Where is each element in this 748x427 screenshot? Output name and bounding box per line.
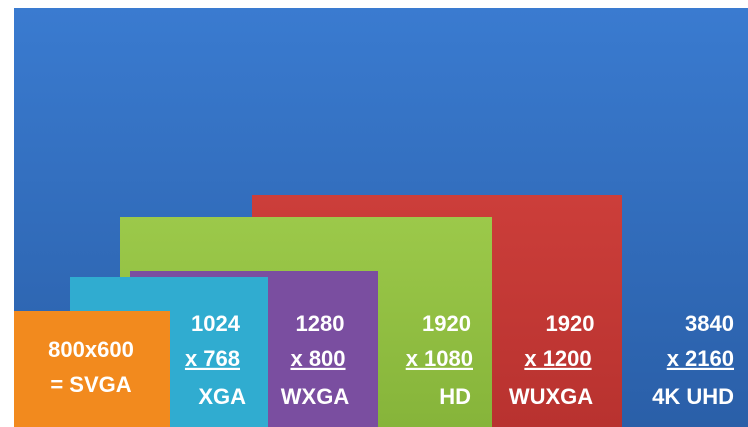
label: 1024 bbox=[191, 311, 241, 336]
label: 1920 bbox=[546, 311, 595, 336]
label: x 2160 bbox=[667, 346, 734, 371]
svga-area bbox=[14, 311, 170, 427]
label: HD bbox=[439, 384, 471, 409]
label: 1280 bbox=[296, 311, 345, 336]
label: WUXGA bbox=[509, 384, 593, 409]
label: 800x600 bbox=[48, 337, 134, 362]
label: x 1080 bbox=[406, 346, 473, 371]
label: XGA bbox=[198, 384, 246, 409]
label: x 768 bbox=[185, 346, 240, 371]
label: x 800 bbox=[290, 346, 345, 371]
label: 4K UHD bbox=[652, 384, 734, 409]
label: = SVGA bbox=[50, 372, 131, 397]
label: 3840 bbox=[685, 311, 734, 336]
label: 1920 bbox=[422, 311, 471, 336]
label: x 1200 bbox=[524, 346, 591, 371]
label: WXGA bbox=[281, 384, 350, 409]
